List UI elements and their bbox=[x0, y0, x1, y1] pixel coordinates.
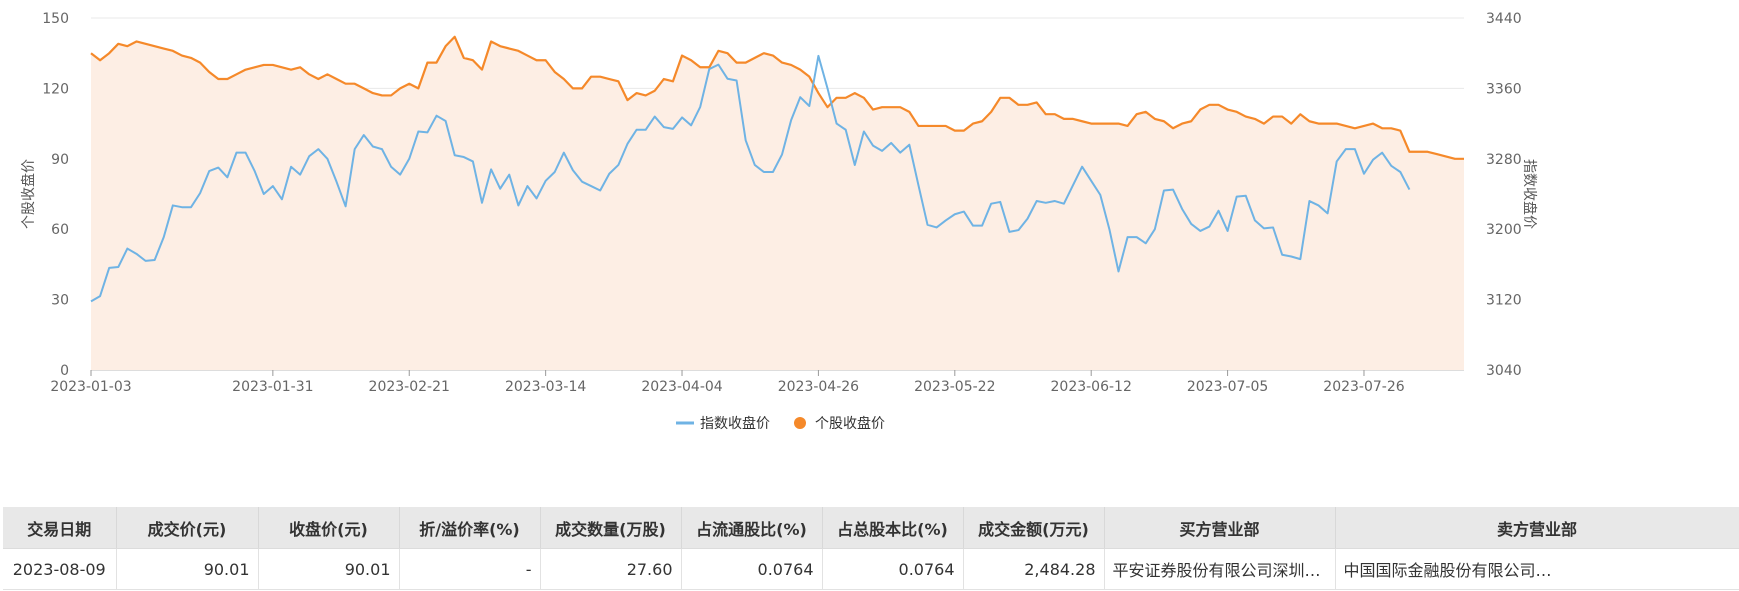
stock-close-line bbox=[90, 35, 1464, 160]
y-left-tick-label: 150 bbox=[42, 11, 69, 27]
cell-trade-date: 2023-08-09 bbox=[3, 548, 117, 590]
cell-amount: 2,484.28 bbox=[963, 548, 1105, 590]
col-header-deal-price[interactable]: 成交价(元) bbox=[116, 507, 259, 549]
col-header-total-ratio[interactable]: 占总股本比(%) bbox=[822, 507, 964, 549]
index-close-line bbox=[90, 54, 1411, 303]
price-chart: 0 30 60 90 120 150 3040 3120 3200 3280 3360 3440 202… bbox=[20, 11, 1538, 432]
y-left-tick-label: 90 bbox=[51, 152, 69, 168]
y-right-tick-label: 3120 bbox=[1486, 293, 1522, 309]
cell-volume: 27.60 bbox=[540, 548, 682, 590]
block-trade-table: 交易日期 成交价(元) 收盘价(元) 折/溢价率(%) 成交数量(万股) 占流通… bbox=[3, 507, 1739, 590]
y-right-tick-label: 3440 bbox=[1486, 11, 1522, 27]
y-right-tick-label: 3280 bbox=[1486, 152, 1522, 168]
x-tick-label: 2023-03-14 bbox=[505, 379, 586, 395]
cell-seller[interactable]: 中国国际金融股份有限公司… bbox=[1335, 548, 1739, 590]
x-tick-label: 2023-06-12 bbox=[1051, 379, 1132, 395]
cell-float-ratio: 0.0764 bbox=[681, 548, 823, 590]
cell-premium-rate: - bbox=[399, 548, 541, 590]
x-tick-label: 2023-01-03 bbox=[50, 379, 131, 395]
legend-stock-swatch bbox=[794, 417, 806, 429]
y-left-axis-title: 个股收盘价 bbox=[20, 159, 37, 229]
col-header-trade-date[interactable]: 交易日期 bbox=[3, 507, 117, 549]
chart-area: 0 30 60 90 120 150 3040 3120 3200 3280 3360 3440 202… bbox=[20, 11, 1538, 432]
legend-index-label: 指数收盘价 bbox=[700, 415, 770, 432]
y-right-axis-title: 指数收盘价 bbox=[1521, 159, 1538, 229]
y-left-tick-label: 30 bbox=[51, 293, 69, 309]
y-left-tick-label: 60 bbox=[51, 222, 69, 238]
x-tick-label: 2023-07-05 bbox=[1187, 379, 1268, 395]
x-tick-label: 2023-02-21 bbox=[369, 379, 450, 395]
col-header-seller[interactable]: 卖方营业部 bbox=[1335, 507, 1739, 549]
y-right-tick-label: 3360 bbox=[1486, 81, 1522, 97]
y-left-tick-label: 120 bbox=[42, 81, 69, 97]
table-row: 2023-08-09 90.01 90.01 - 27.60 0.0764 0.… bbox=[3, 548, 1739, 590]
legend-stock-label: 个股收盘价 bbox=[815, 415, 885, 432]
cell-close-price: 90.01 bbox=[258, 548, 400, 590]
table-header-row: 交易日期 成交价(元) 收盘价(元) 折/溢价率(%) 成交数量(万股) 占流通… bbox=[3, 507, 1739, 549]
cell-deal-price: 90.01 bbox=[116, 548, 259, 590]
col-header-buyer[interactable]: 买方营业部 bbox=[1104, 507, 1336, 549]
stock-area bbox=[91, 36, 1464, 371]
col-header-float-ratio[interactable]: 占流通股比(%) bbox=[681, 507, 823, 549]
y-right-tick-label: 3200 bbox=[1486, 222, 1522, 238]
col-header-amount[interactable]: 成交金额(万元) bbox=[963, 507, 1105, 549]
x-tick-label: 2023-04-04 bbox=[641, 379, 722, 395]
x-tick-label: 2023-01-31 bbox=[232, 379, 313, 395]
x-tick-label: 2023-05-22 bbox=[914, 379, 995, 395]
y-right-tick-label: 3040 bbox=[1486, 363, 1522, 379]
cell-total-ratio: 0.0764 bbox=[822, 548, 964, 590]
x-tick-label: 2023-04-26 bbox=[778, 379, 859, 395]
col-header-premium-rate[interactable]: 折/溢价率(%) bbox=[399, 507, 541, 549]
cell-buyer[interactable]: 平安证券股份有限公司深圳金… bbox=[1104, 548, 1336, 590]
y-left-tick-label: 0 bbox=[60, 363, 69, 379]
col-header-close-price[interactable]: 收盘价(元) bbox=[258, 507, 400, 549]
x-tick-label: 2023-07-26 bbox=[1323, 379, 1404, 395]
col-header-volume[interactable]: 成交数量(万股) bbox=[540, 507, 682, 549]
